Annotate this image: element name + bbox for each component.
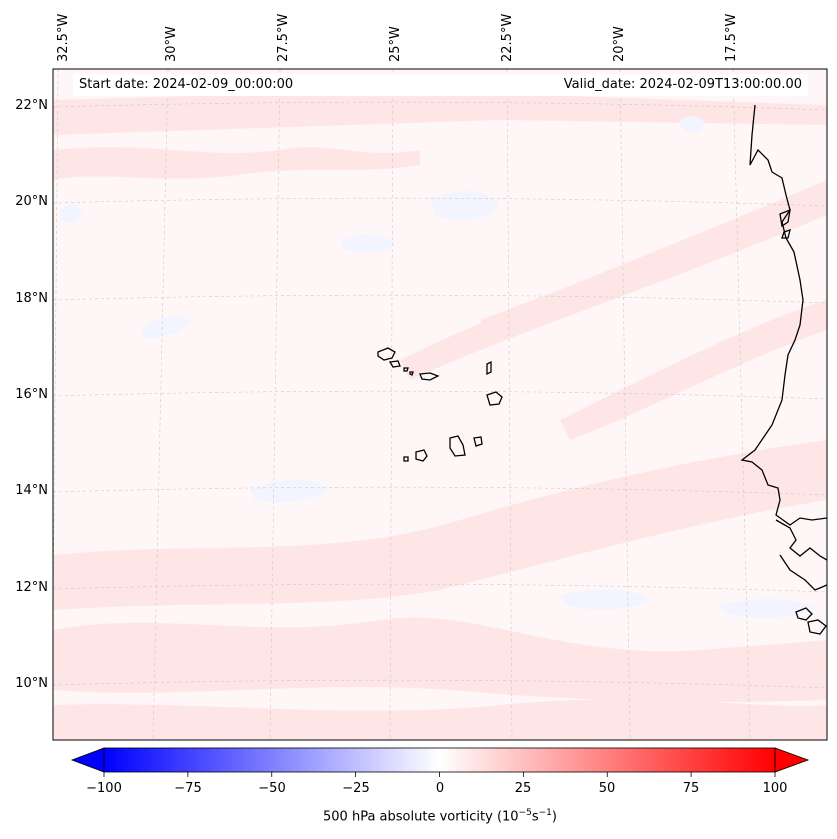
lon-label: 25°W: [388, 26, 403, 62]
colorbar-label-prefix: 500 hPa absolute vorticity (10: [323, 809, 519, 825]
colorbar-tick-label: 100: [762, 781, 788, 796]
colorbar-tick-label: 50: [598, 781, 616, 796]
colorbar-tick-label: 75: [682, 781, 700, 796]
valid-date: Valid_date: 2024-02-09T13:00:00.00: [333, 74, 808, 96]
lon-label: 17.5°W: [724, 13, 739, 62]
colorbar-label-exp2: −1: [538, 808, 552, 818]
lat-label: 12°N: [15, 580, 48, 595]
colorbar-tick-label: −100: [86, 781, 122, 796]
colorbar-label-exp1: −5: [518, 808, 532, 818]
colorbar-extend-low: [70, 747, 105, 773]
start-date: Start date: 2024-02-09_00:00:00: [73, 74, 333, 96]
lon-label: 30°W: [164, 26, 179, 62]
colorbar-label-suffix: ): [551, 809, 557, 825]
colorbar-tick-label: 25: [514, 781, 532, 796]
colorbar-extend-high: [774, 747, 810, 773]
colorbar-tick-label: −25: [342, 781, 370, 796]
colorbar-label-mid: s: [531, 809, 539, 825]
colorbar-tick-marks: [103, 772, 776, 777]
map-frame: [52, 68, 828, 741]
lon-label: 22.5°W: [500, 13, 515, 62]
lon-label: 27.5°W: [276, 13, 291, 62]
lat-label: 16°N: [15, 387, 48, 402]
negative-vorticity-patches: [60, 116, 815, 618]
graticule: [53, 69, 827, 740]
lon-label: 20°W: [612, 26, 627, 62]
lat-label: 18°N: [15, 291, 48, 306]
coastline: [377, 104, 827, 635]
colorbar: [103, 747, 776, 773]
colorbar-tick-label: −75: [174, 781, 202, 796]
lat-label: 14°N: [15, 483, 48, 498]
lat-label: 22°N: [15, 98, 48, 113]
lat-label: 20°N: [15, 194, 48, 209]
lon-label: 32.5°W: [56, 13, 71, 62]
colorbar-tick-label: −50: [258, 781, 286, 796]
colorbar-label: 500 hPa absolute vorticity (10−5s−1): [323, 808, 557, 824]
lat-label: 10°N: [15, 676, 48, 691]
colorbar-tick-label: 0: [435, 781, 445, 796]
